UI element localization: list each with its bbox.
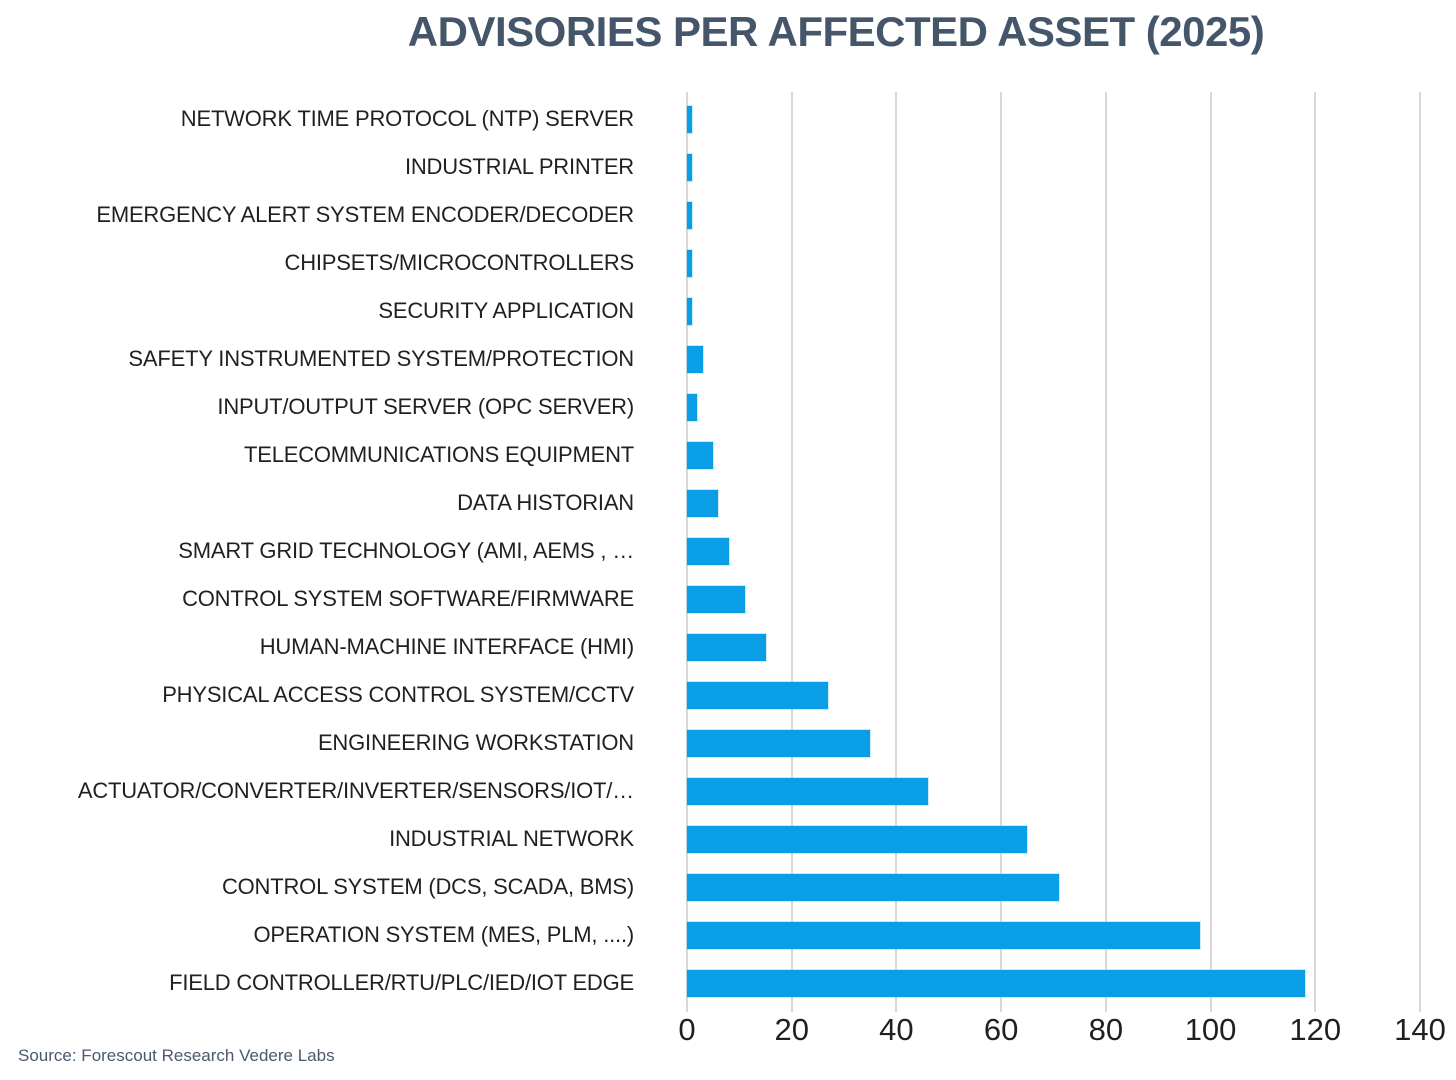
gridline — [1104, 92, 1107, 1012]
bar-row: NETWORK TIME PROTOCOL (NTP) SERVER — [0, 95, 1456, 143]
bar-track — [687, 479, 1456, 527]
bar — [687, 345, 703, 373]
x-tick-label: 140 — [1394, 1012, 1446, 1047]
gridline — [1209, 92, 1212, 1012]
bar — [687, 489, 719, 517]
bar — [687, 201, 693, 229]
category-label: SECURITY APPLICATION — [378, 298, 634, 323]
category-label: DATA HISTORIAN — [457, 490, 634, 515]
category-label: INPUT/OUTPUT SERVER (OPC SERVER) — [217, 394, 634, 419]
bar-track — [687, 239, 1456, 287]
category-label: CHIPSETS/MICROCONTROLLERS — [284, 250, 635, 275]
x-tick-label: 120 — [1289, 1012, 1342, 1047]
bar-row: ENGINEERING WORKSTATION — [0, 719, 1456, 767]
category-label: TELECOMMUNICATIONS EQUIPMENT — [243, 442, 634, 467]
bar-track — [687, 863, 1456, 911]
bar-track — [687, 575, 1456, 623]
bar — [687, 777, 928, 805]
category-label: OPERATION SYSTEM (MES, PLM, ....) — [253, 922, 635, 947]
bar — [687, 441, 714, 469]
bar-row: TELECOMMUNICATIONS EQUIPMENT — [0, 431, 1456, 479]
bar-track — [687, 671, 1456, 719]
x-tick-label: 80 — [1088, 1012, 1124, 1047]
source-note: Source: Forescout Research Vedere Labs — [18, 1046, 335, 1065]
gridline — [895, 92, 898, 1012]
bar-row: PHYSICAL ACCESS CONTROL SYSTEM/CCTV — [0, 671, 1456, 719]
gridline — [790, 92, 793, 1012]
bar-track — [687, 527, 1456, 575]
category-label: CONTROL SYSTEM (DCS, SCADA, BMS) — [221, 874, 634, 899]
bar — [687, 153, 693, 181]
category-label: SMART GRID TECHNOLOGY (AMI, AEMS , … — [178, 538, 634, 563]
category-label: INDUSTRIAL PRINTER — [404, 154, 634, 179]
bar — [687, 537, 729, 565]
bar-track — [687, 95, 1456, 143]
bar-row: CONTROL SYSTEM SOFTWARE/FIRMWARE — [0, 575, 1456, 623]
category-label: CONTROL SYSTEM SOFTWARE/FIRMWARE — [182, 586, 634, 611]
bar-track — [687, 911, 1456, 959]
bar-track — [687, 767, 1456, 815]
bar-row: CONTROL SYSTEM (DCS, SCADA, BMS) — [0, 863, 1456, 911]
bar-track — [687, 623, 1456, 671]
category-label: ACTUATOR/CONVERTER/INVERTER/SENSORS/IOT/… — [77, 778, 634, 803]
category-label: EMERGENCY ALERT SYSTEM ENCODER/DECODER — [96, 202, 634, 227]
bar-track — [687, 719, 1456, 767]
bar-track — [687, 431, 1456, 479]
bar-track — [687, 287, 1456, 335]
bar — [687, 585, 745, 613]
category-label: NETWORK TIME PROTOCOL (NTP) SERVER — [180, 106, 634, 131]
category-label: ENGINEERING WORKSTATION — [317, 730, 634, 755]
bar-track — [687, 335, 1456, 383]
bar-row: HUMAN-MACHINE INTERFACE (HMI) — [0, 623, 1456, 671]
x-tick-label: 20 — [774, 1012, 809, 1047]
bar-row: INPUT/OUTPUT SERVER (OPC SERVER) — [0, 383, 1456, 431]
bar-track — [687, 815, 1456, 863]
bar-row: ACTUATOR/CONVERTER/INVERTER/SENSORS/IOT/… — [0, 767, 1456, 815]
bar-row: SAFETY INSTRUMENTED SYSTEM/PROTECTION — [0, 335, 1456, 383]
bar-row: INDUSTRIAL PRINTER — [0, 143, 1456, 191]
bar — [687, 873, 1059, 901]
bar — [687, 681, 829, 709]
gridline — [1314, 92, 1317, 1012]
bar — [687, 921, 1201, 949]
bar-row: SMART GRID TECHNOLOGY (AMI, AEMS , … — [0, 527, 1456, 575]
bar-row: CHIPSETS/MICROCONTROLLERS — [0, 239, 1456, 287]
gridline — [1419, 92, 1421, 1012]
chart-title: ADVISORIES PER AFFECTED ASSET (2025) — [407, 8, 1265, 55]
bar-row: SECURITY APPLICATION — [0, 287, 1456, 335]
x-tick-label: 100 — [1184, 1012, 1237, 1047]
bar-track — [687, 383, 1456, 431]
bar — [687, 393, 698, 421]
bar-rows: NETWORK TIME PROTOCOL (NTP) SERVER INDUST… — [0, 95, 1456, 1007]
x-tick-label: 60 — [983, 1012, 1019, 1047]
bar — [687, 969, 1305, 997]
category-label: PHYSICAL ACCESS CONTROL SYSTEM/CCTV — [162, 682, 634, 707]
x-tick-label: 0 — [678, 1012, 696, 1047]
x-tick-label: 40 — [879, 1012, 914, 1047]
category-label: SAFETY INSTRUMENTED SYSTEM/PROTECTION — [128, 346, 634, 371]
bar — [687, 729, 871, 757]
bar — [687, 633, 766, 661]
bar-row: DATA HISTORIAN — [0, 479, 1456, 527]
bar-track — [687, 959, 1456, 1007]
bar-track — [687, 143, 1456, 191]
category-label: INDUSTRIAL NETWORK — [389, 826, 634, 851]
bar-row: INDUSTRIAL NETWORK — [0, 815, 1456, 863]
bar-track — [687, 191, 1456, 239]
bar-row: EMERGENCY ALERT SYSTEM ENCODER/DECODER — [0, 191, 1456, 239]
bar-row: OPERATION SYSTEM (MES, PLM, ....) — [0, 911, 1456, 959]
bar — [687, 105, 693, 133]
bar — [687, 249, 693, 277]
category-label: HUMAN-MACHINE INTERFACE (HMI) — [259, 634, 635, 659]
gridline — [1000, 92, 1003, 1012]
bar — [687, 297, 693, 325]
bar — [687, 825, 1028, 853]
x-axis-ticks: 0 20 40 60 80 100 120 140 — [678, 1012, 1445, 1052]
bar-row: FIELD CONTROLLER/RTU/PLC/IED/IOT EDGE — [0, 959, 1456, 1007]
category-label: FIELD CONTROLLER/RTU/PLC/IED/IOT EDGE — [169, 970, 634, 995]
